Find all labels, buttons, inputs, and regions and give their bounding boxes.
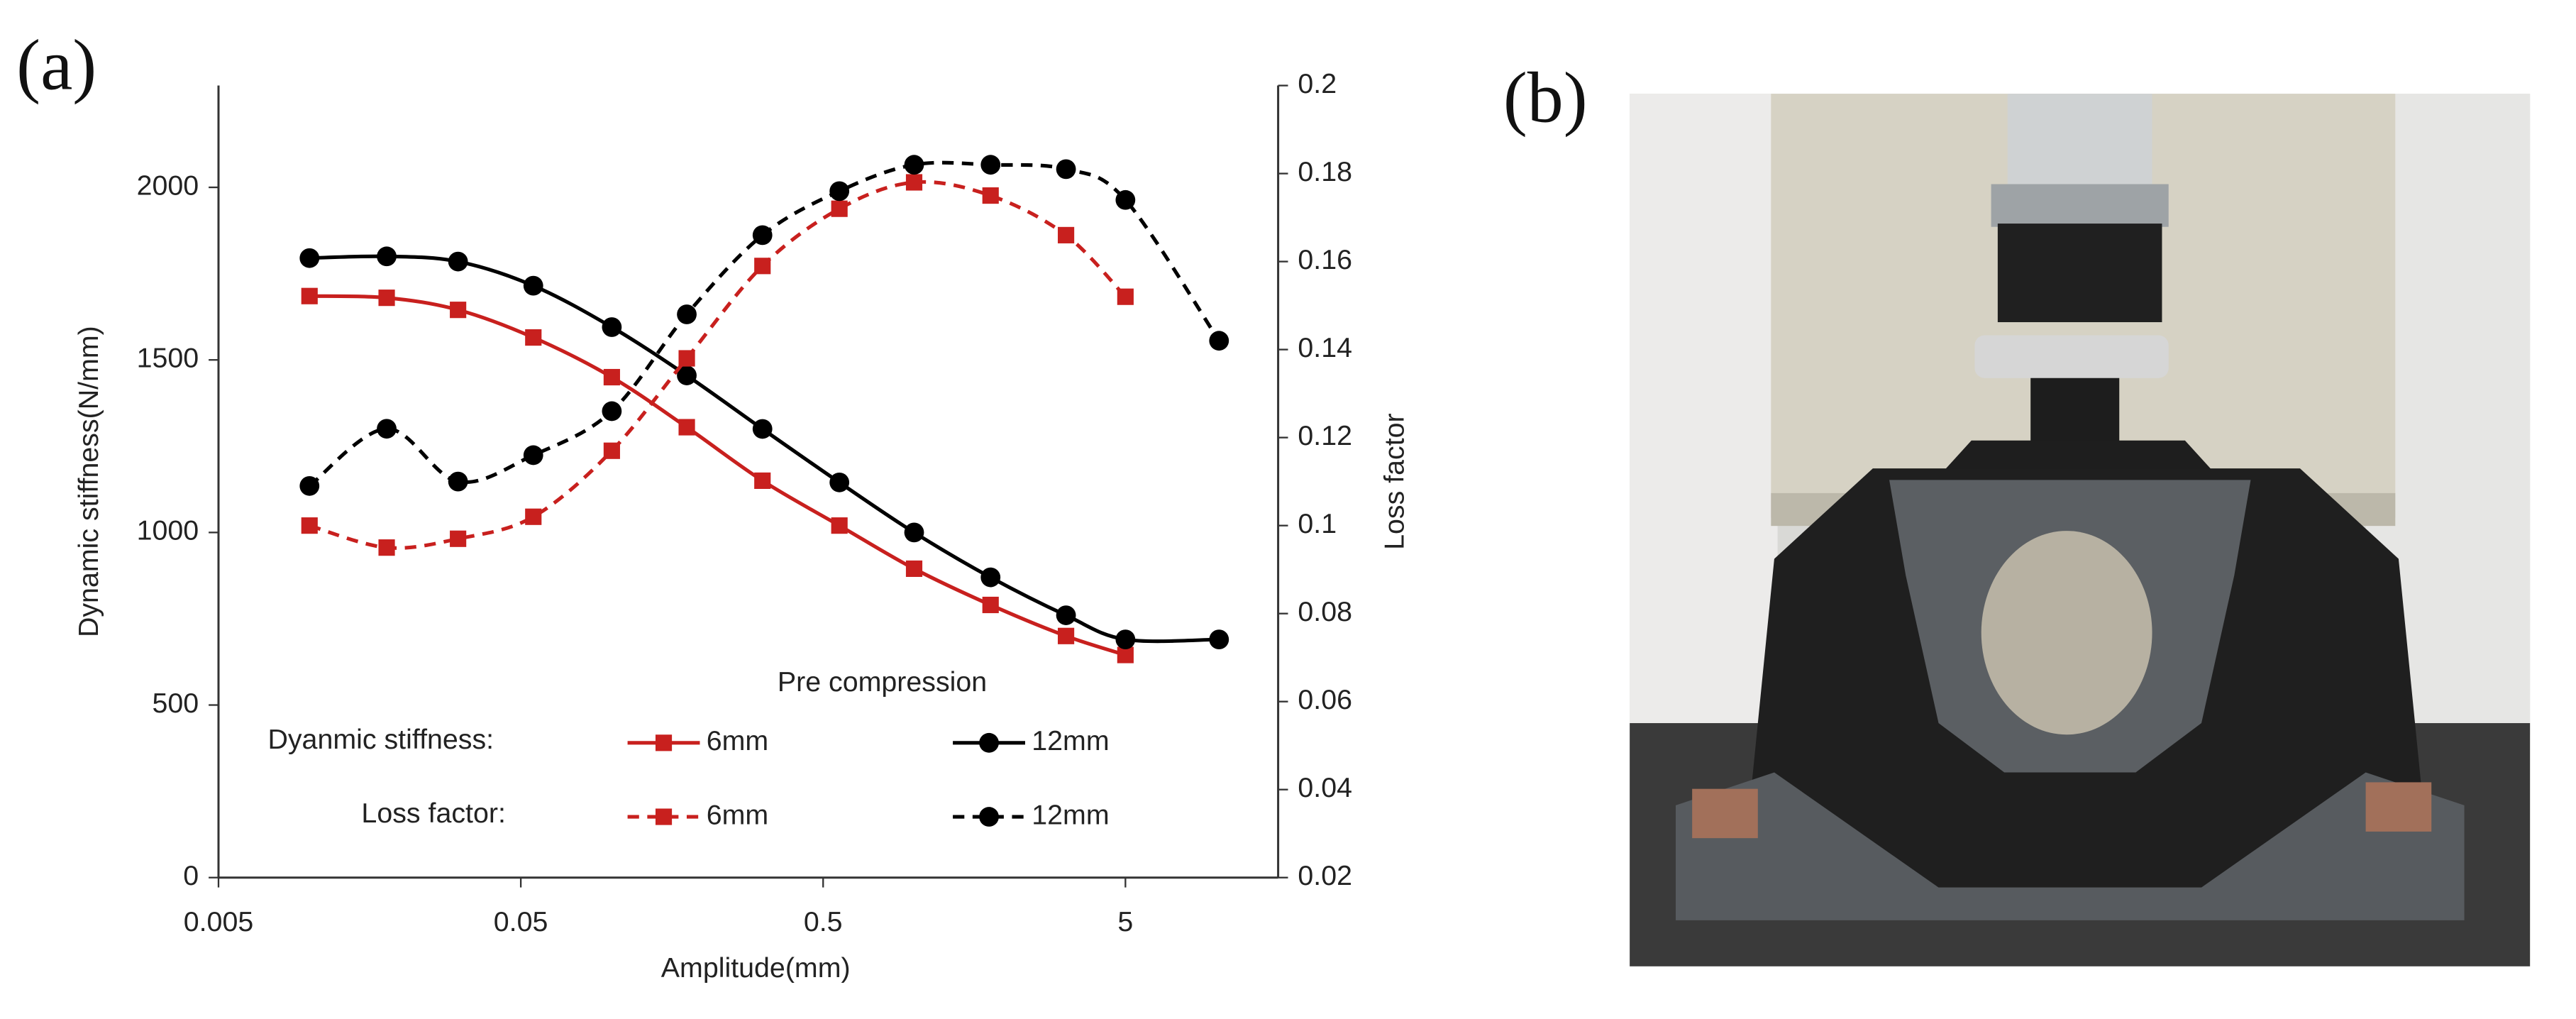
legend-label: 6mm — [707, 799, 768, 830]
marker — [299, 248, 320, 268]
marker — [525, 329, 542, 346]
legend-row-label: Dyanmic stiffness: — [267, 724, 494, 755]
chart: Amplitude(mm) Dynamic stiffness(N/mm) Lo… — [73, 68, 1410, 984]
marker — [1209, 629, 1229, 650]
panel-label: (b) — [1503, 58, 1588, 138]
marker — [655, 808, 673, 825]
marker — [378, 539, 395, 556]
panel-label: (a) — [16, 25, 96, 105]
marker — [1117, 646, 1134, 663]
marker — [377, 246, 397, 267]
marker — [979, 807, 999, 827]
y-tick-label: 2000 — [137, 170, 199, 201]
legend-label: 6mm — [707, 725, 768, 756]
marker — [301, 517, 318, 534]
y-axis-label: Dynamic stiffness(N/mm) — [73, 326, 104, 637]
marker — [1056, 605, 1076, 625]
x-axis-label: Amplitude(mm) — [661, 952, 851, 984]
x-tick-label: 5 — [1117, 906, 1133, 937]
marker — [980, 155, 1001, 175]
legend-label: 12mm — [1032, 799, 1109, 830]
marker — [1115, 189, 1136, 210]
x-tick-label: 0.05 — [494, 906, 548, 937]
marker — [1115, 629, 1136, 650]
marker — [602, 317, 622, 337]
y2-tick-label: 0.02 — [1298, 860, 1352, 891]
marker — [523, 275, 543, 296]
series-line — [309, 254, 1220, 644]
legend-row-label: Loss factor: — [361, 798, 505, 829]
y-tick-label: 1000 — [137, 515, 199, 546]
marker — [655, 734, 673, 751]
y-tick-label: 500 — [153, 688, 199, 719]
marker — [980, 567, 1001, 588]
marker — [829, 472, 850, 492]
marker — [603, 442, 620, 459]
marker — [831, 200, 848, 217]
y2-tick-label: 0.16 — [1298, 244, 1352, 275]
marker — [603, 368, 620, 386]
marker — [752, 225, 773, 246]
marker — [982, 187, 999, 204]
y-tick-label: 1500 — [137, 343, 199, 374]
y2-tick-label: 0.06 — [1298, 684, 1352, 715]
y2-tick-label: 0.18 — [1298, 156, 1352, 187]
marker — [525, 508, 542, 525]
marker — [982, 596, 999, 614]
marker — [378, 290, 395, 307]
y2-axis-label: Loss factor — [1379, 413, 1410, 550]
marker — [299, 475, 320, 496]
marker — [1209, 331, 1229, 351]
series-line — [309, 180, 1127, 550]
marker — [450, 302, 467, 319]
marker — [448, 471, 468, 492]
marker — [1058, 226, 1075, 243]
marker — [523, 445, 543, 466]
y2-tick-label: 0.2 — [1298, 68, 1337, 99]
marker — [678, 350, 695, 367]
marker — [450, 530, 467, 547]
marker — [377, 419, 397, 439]
marker — [904, 155, 924, 175]
marker — [1056, 159, 1076, 180]
marker — [677, 365, 697, 385]
legend-title: Pre compression — [778, 666, 987, 698]
y2-tick-label: 0.08 — [1298, 596, 1352, 627]
marker — [448, 251, 468, 272]
y2-tick-label: 0.14 — [1298, 332, 1352, 363]
marker — [905, 560, 923, 578]
y2-tick-label: 0.12 — [1298, 420, 1352, 451]
marker — [905, 174, 923, 191]
marker — [829, 181, 850, 202]
y2-tick-label: 0.04 — [1298, 772, 1352, 803]
marker — [831, 517, 848, 534]
x-tick-label: 0.005 — [184, 906, 254, 937]
marker — [754, 472, 771, 489]
y-tick-label: 0 — [183, 860, 199, 891]
series-line — [309, 294, 1127, 657]
marker — [754, 258, 771, 275]
photo — [1630, 94, 2531, 966]
marker — [752, 419, 773, 439]
marker — [979, 732, 999, 753]
marker — [1117, 288, 1134, 305]
marker — [904, 522, 924, 543]
marker — [301, 287, 318, 304]
marker — [1058, 627, 1075, 644]
y2-tick-label: 0.1 — [1298, 508, 1337, 539]
x-tick-label: 0.5 — [804, 906, 843, 937]
legend-label: 12mm — [1032, 725, 1109, 756]
marker — [677, 304, 697, 324]
marker — [678, 419, 695, 436]
marker — [602, 401, 622, 422]
